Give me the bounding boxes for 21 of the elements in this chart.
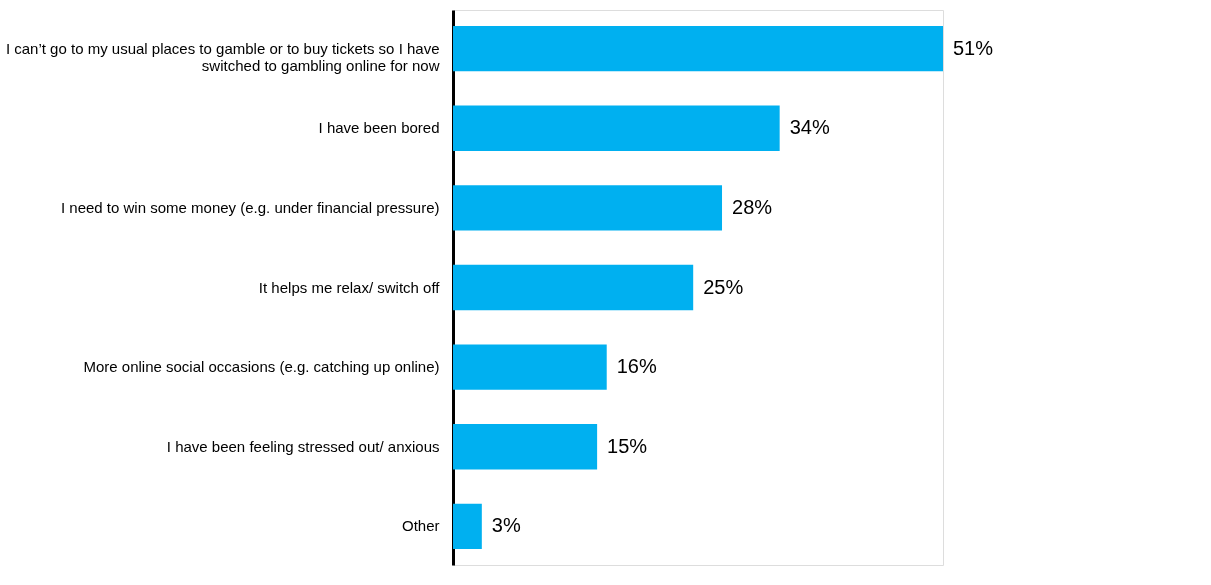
bar xyxy=(453,264,694,311)
data-label: 16% xyxy=(616,355,657,378)
y-tick-label: More online social occasions (e.g. catching up online) xyxy=(83,358,440,376)
data-label: 51% xyxy=(953,36,994,59)
y-tick-label: Other xyxy=(401,517,440,535)
bar xyxy=(453,25,943,72)
data-label: 34% xyxy=(789,116,830,139)
y-tick-label: I have been feeling stressed out/ anxious xyxy=(166,437,440,455)
data-label: 15% xyxy=(607,434,648,457)
y-tick-label: I have been bored xyxy=(318,119,440,137)
bar xyxy=(453,503,482,550)
y-tick-label: It helps me relax/ switch off xyxy=(258,278,441,296)
bar xyxy=(453,424,598,470)
bar xyxy=(453,185,723,231)
bar xyxy=(453,105,780,151)
bar xyxy=(453,344,607,390)
y-tick-label: I need to win some money (e.g. under financial pressure) xyxy=(60,198,440,216)
data-label: 28% xyxy=(732,195,773,218)
data-label: 3% xyxy=(491,514,521,537)
data-label: 25% xyxy=(703,275,744,298)
y-tick-label: I can’t go to my usual places to gamble or to buy tickets so I have switched to gambling online for now xyxy=(5,39,440,74)
